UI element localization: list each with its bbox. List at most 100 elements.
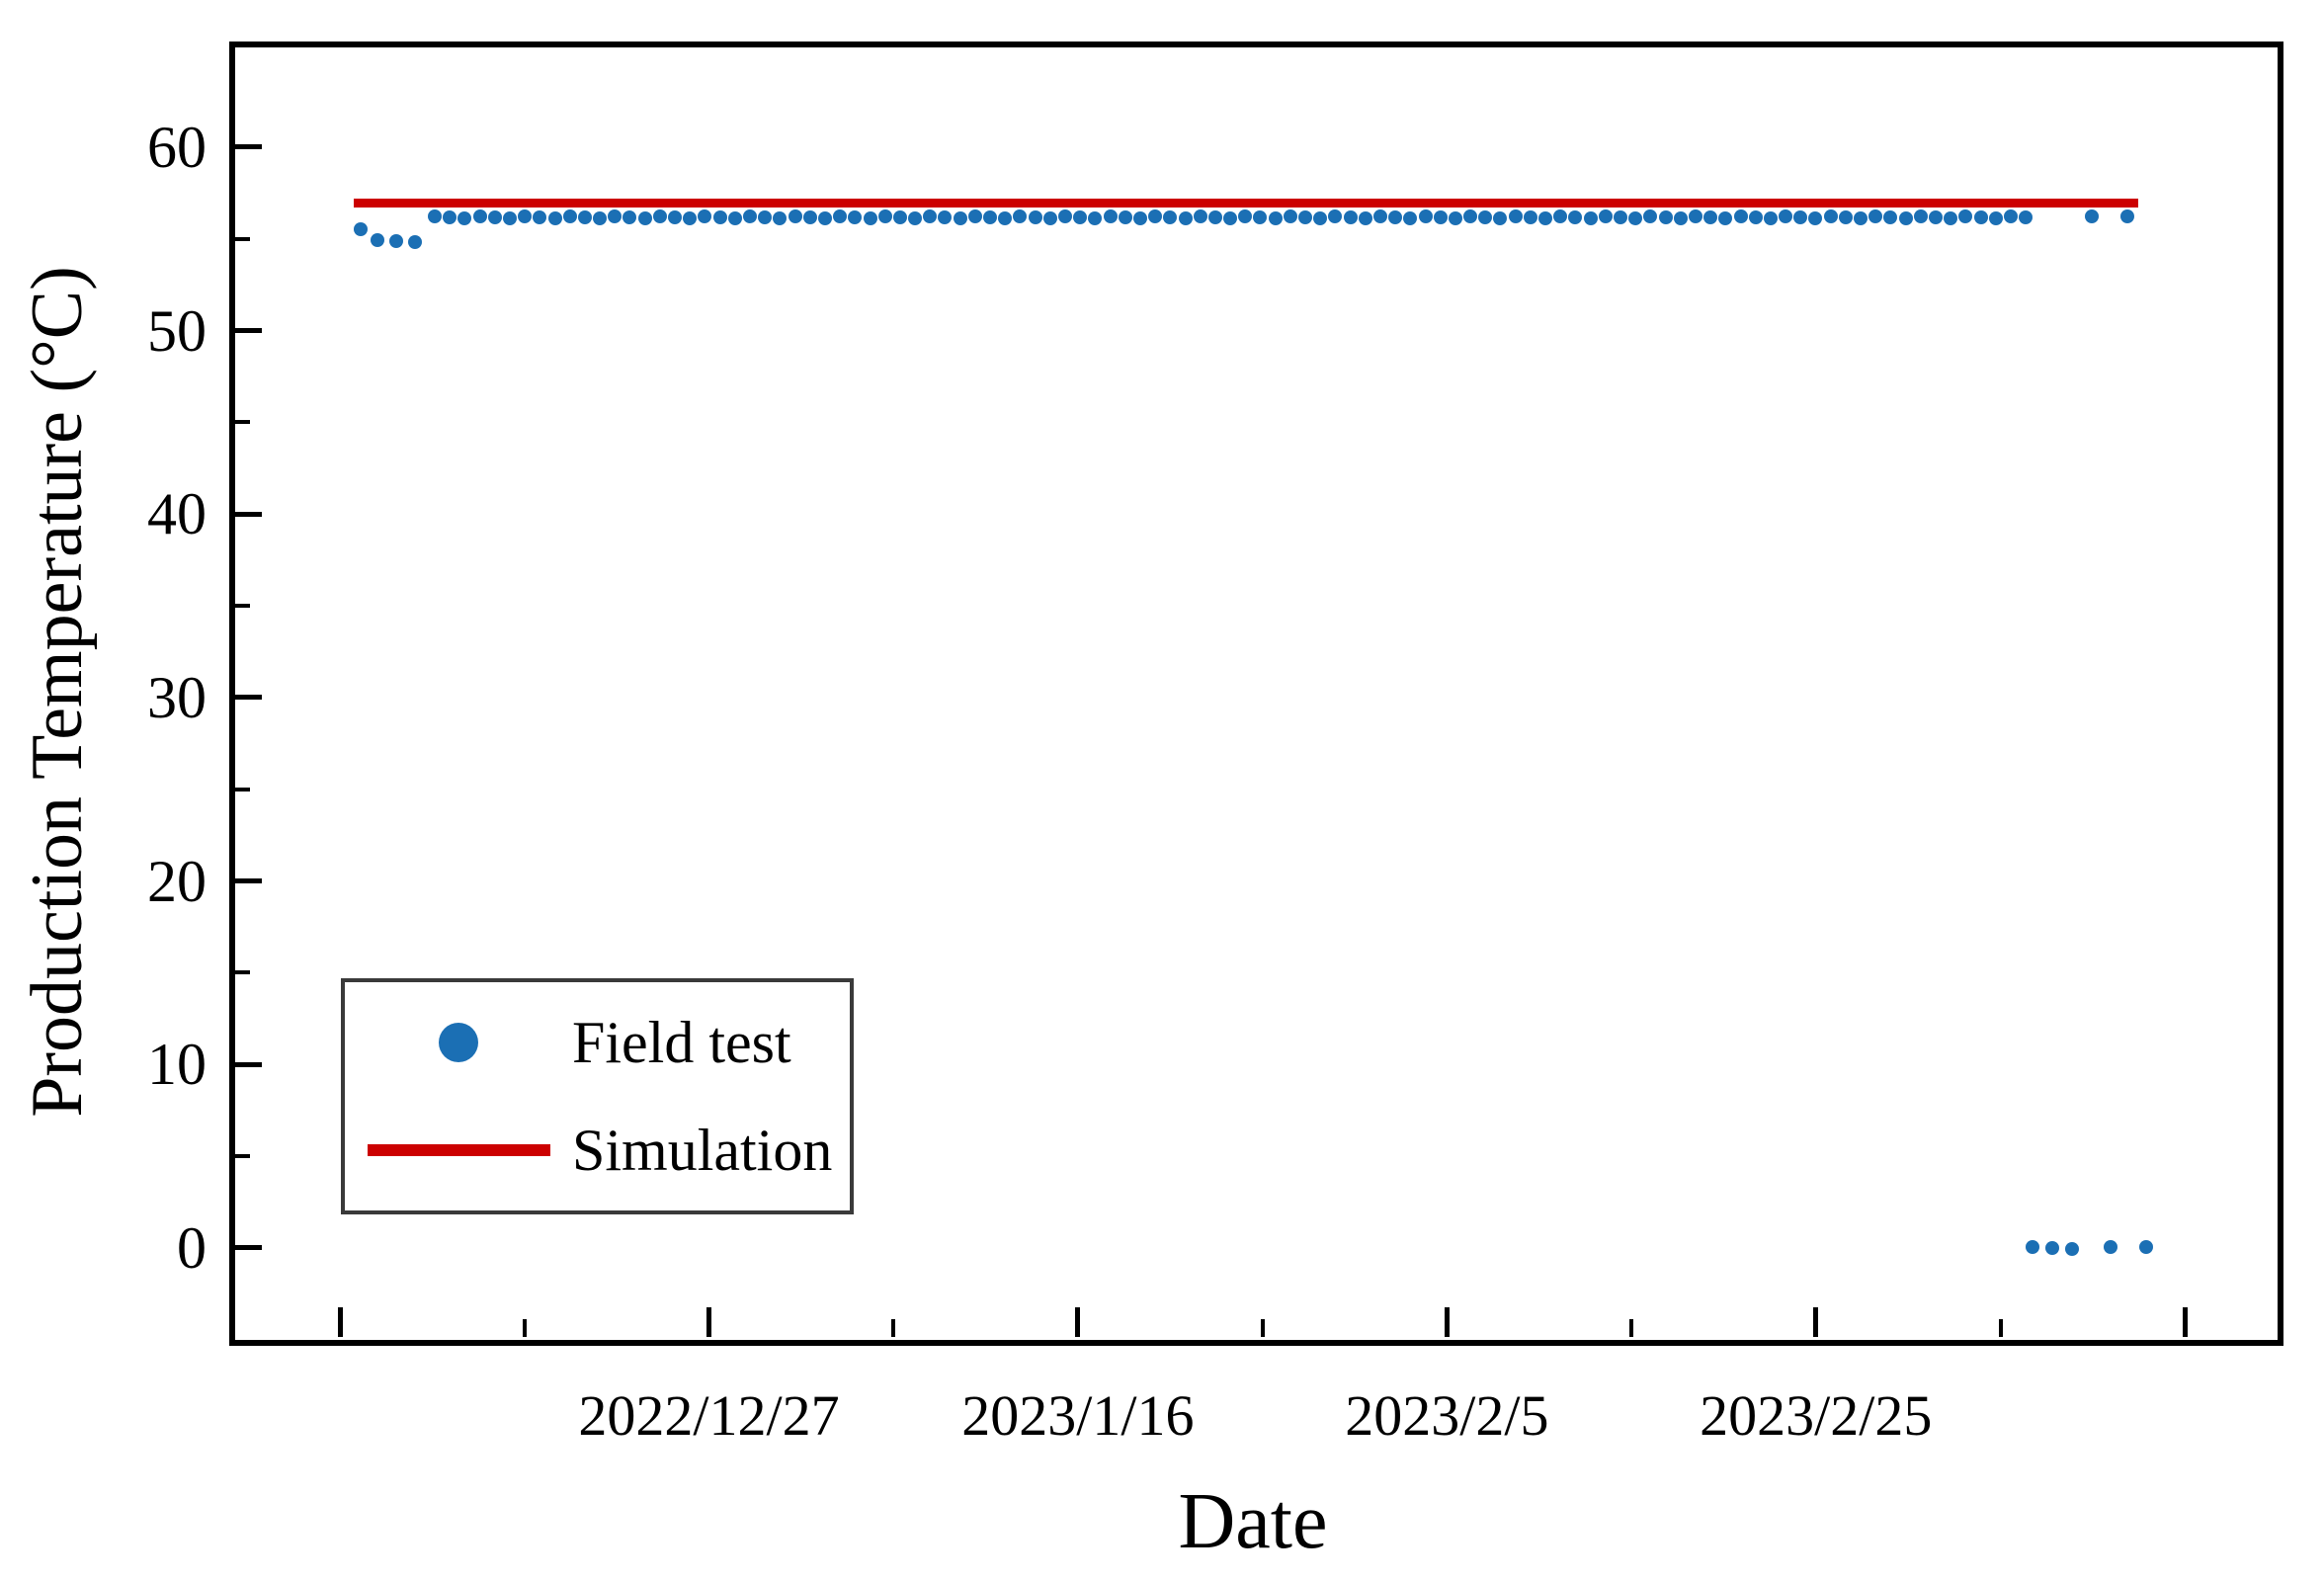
- x-major-tick: [1444, 1307, 1450, 1337]
- field-test-point: [1268, 211, 1283, 226]
- field-test-point: [1643, 209, 1658, 224]
- field-test-point: [1508, 209, 1523, 224]
- x-minor-tick: [1260, 1319, 1265, 1337]
- field-test-point: [1013, 209, 1028, 224]
- field-test-point: [1207, 210, 1222, 225]
- field-test-point: [983, 210, 998, 225]
- legend-marker-cell: [345, 1022, 572, 1062]
- field-test-point: [1132, 211, 1147, 226]
- field-test-point: [668, 210, 683, 225]
- x-major-tick: [706, 1307, 711, 1337]
- simulation-line-icon: [367, 1144, 550, 1157]
- field-test-point: [1478, 210, 1493, 225]
- y-tick-label: 30: [147, 664, 207, 730]
- field-test-point: [1298, 210, 1313, 225]
- x-tick-label: 2023/2/25: [1700, 1383, 1933, 1448]
- field-test-point: [472, 209, 487, 224]
- field-test-point: [1328, 209, 1343, 224]
- field-test-point: [1838, 210, 1853, 225]
- y-major-tick: [232, 144, 262, 150]
- field-test-point: [1748, 210, 1763, 225]
- y-minor-tick: [232, 604, 250, 609]
- field-test-point: [1583, 211, 1598, 226]
- y-major-tick: [232, 878, 262, 884]
- field-test-point: [1073, 210, 1088, 225]
- field-test-point: [1343, 210, 1358, 225]
- legend-label-field-test: Field test: [572, 1009, 791, 1075]
- x-major-tick: [1075, 1307, 1081, 1337]
- field-test-point: [1388, 210, 1403, 225]
- x-tick-label: 2022/12/27: [578, 1383, 840, 1448]
- field-test-point: [1538, 211, 1553, 226]
- y-major-tick: [232, 1061, 262, 1067]
- field-test-point: [1028, 210, 1042, 225]
- field-test-point: [1253, 210, 1268, 225]
- field-test-point: [1193, 209, 1207, 224]
- field-test-point: [1928, 210, 1943, 225]
- field-test-point: [1372, 209, 1387, 224]
- field-test-point: [652, 209, 667, 224]
- field-test-point: [1614, 210, 1627, 225]
- field-test-point: [773, 211, 788, 226]
- field-test-point: [1223, 211, 1238, 226]
- legend-marker-cell: [345, 1144, 572, 1157]
- field-test-point: [1148, 209, 1163, 224]
- field-test-point: [1163, 210, 1178, 225]
- field-test-point: [743, 209, 757, 224]
- field-test-point: [938, 210, 953, 225]
- x-tick-label: 2023/1/16: [961, 1383, 1195, 1448]
- field-test-point: [2019, 210, 2034, 225]
- field-test-point: [1118, 210, 1132, 225]
- field-test-point: [967, 209, 982, 224]
- field-test-point: [1238, 209, 1253, 224]
- field-test-point: [1283, 209, 1297, 224]
- field-test-point: [1418, 209, 1433, 224]
- y-minor-tick: [232, 970, 250, 975]
- x-tick-label: 2023/2/5: [1345, 1383, 1549, 1448]
- field-test-point: [1673, 211, 1688, 226]
- y-major-tick: [232, 695, 262, 701]
- field-test-point: [1628, 211, 1643, 226]
- field-test-point: [1042, 211, 1057, 226]
- field-test-point: [1103, 209, 1118, 224]
- y-minor-tick: [232, 1154, 250, 1159]
- field-test-point: [2003, 209, 2018, 224]
- x-major-tick: [1813, 1307, 1819, 1337]
- field-test-point: [817, 211, 832, 226]
- field-test-point: [2103, 1239, 2117, 1254]
- field-test-point: [953, 211, 967, 226]
- field-test-point: [1823, 209, 1838, 224]
- field-test-point: [923, 209, 938, 224]
- field-test-point: [608, 209, 622, 224]
- field-test-point: [2045, 1240, 2060, 1255]
- field-test-point: [1448, 211, 1462, 226]
- field-test-point: [1523, 210, 1537, 225]
- legend-entry-field-test: Field test: [345, 998, 850, 1087]
- x-minor-tick: [891, 1319, 896, 1337]
- field-test-point: [1868, 209, 1883, 224]
- x-major-tick: [2182, 1307, 2188, 1337]
- field-test-point: [487, 210, 502, 225]
- field-test-point: [908, 211, 923, 226]
- field-test-point: [1913, 209, 1928, 224]
- field-test-point: [2026, 1239, 2040, 1254]
- y-minor-tick: [232, 236, 250, 241]
- field-test-point: [2119, 208, 2134, 223]
- field-test-point: [1598, 209, 1613, 224]
- field-test-point: [518, 209, 533, 224]
- field-test-point: [788, 209, 802, 224]
- field-test-point: [1898, 211, 1913, 226]
- field-test-point: [848, 210, 863, 225]
- field-test-point: [1088, 211, 1103, 226]
- field-test-point: [863, 211, 877, 226]
- field-test-point: [593, 211, 608, 226]
- field-test-point: [562, 209, 577, 224]
- field-test-point: [1433, 210, 1448, 225]
- field-test-point: [1178, 211, 1193, 226]
- field-test-point: [1493, 211, 1508, 226]
- x-minor-tick: [1629, 1319, 1634, 1337]
- field-test-point: [698, 209, 712, 224]
- field-test-point: [502, 211, 517, 226]
- y-major-tick: [232, 511, 262, 517]
